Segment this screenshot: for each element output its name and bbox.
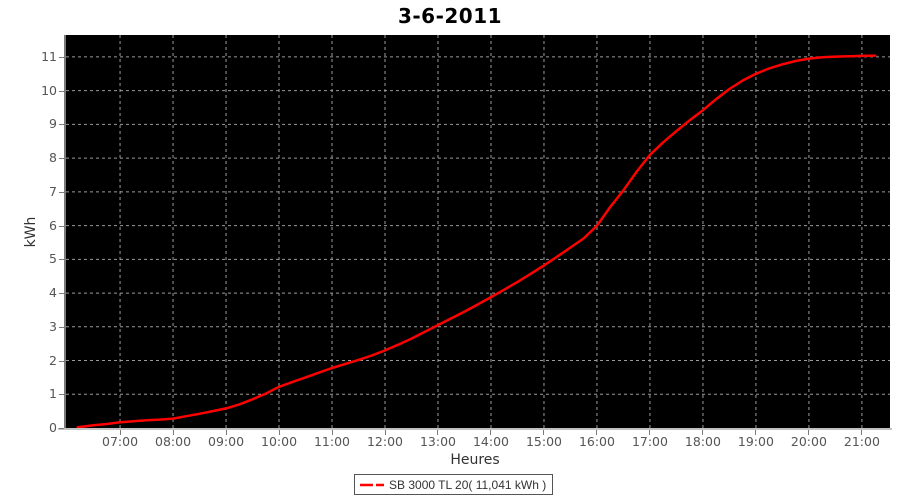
x-tick-label: 10:00: [261, 434, 298, 449]
x-tick-label: 11:00: [313, 434, 351, 449]
y-tick-mark: [59, 360, 64, 362]
x-tick-label: 14:00: [472, 434, 509, 449]
y-tick-label: 1: [49, 386, 57, 402]
y-tick-mark: [59, 191, 64, 193]
x-tick-label: 20:00: [790, 434, 827, 449]
x-axis-title: Heures: [450, 452, 500, 468]
y-tick-mark: [59, 225, 64, 227]
x-tick-mark: [861, 430, 863, 435]
x-tick-mark: [596, 430, 598, 435]
series-line: [76, 54, 877, 428]
y-tick-mark: [59, 326, 64, 328]
y-tick-label: 2: [49, 352, 57, 368]
y-axis-line: [64, 35, 66, 430]
x-tick-label: 08:00: [155, 434, 192, 449]
x-tick-label: 07:00: [102, 434, 139, 449]
x-tick-label: 13:00: [419, 434, 456, 449]
x-tick-mark: [437, 430, 439, 435]
legend-label: SB 3000 TL 20( 11,041 kWh ): [389, 477, 547, 492]
y-tick-mark: [59, 394, 64, 396]
x-tick-mark: [649, 430, 651, 435]
x-tick-label: 21:00: [843, 434, 880, 449]
y-tick-mark: [59, 259, 64, 261]
legend: SB 3000 TL 20( 11,041 kWh ): [354, 474, 554, 495]
x-tick-mark: [808, 430, 810, 435]
y-tick-mark: [59, 124, 64, 126]
x-tick-mark: [755, 430, 757, 435]
gridlines: [66, 35, 890, 428]
y-tick-label: 3: [49, 318, 57, 334]
y-tick-label: 10: [41, 82, 57, 98]
x-tick-mark: [543, 430, 545, 435]
y-tick-label: 11: [41, 48, 57, 64]
y-tick-label: 9: [49, 116, 57, 132]
x-tick-mark: [490, 430, 492, 435]
y-tick-mark: [59, 158, 64, 160]
y-tick-label: 7: [49, 183, 57, 199]
y-tick-label: 8: [49, 150, 57, 166]
x-axis-line: [58, 428, 892, 430]
x-tick-mark: [331, 430, 333, 435]
plot-svg: [66, 35, 890, 428]
x-tick-mark: [384, 430, 386, 435]
x-tick-mark: [702, 430, 704, 435]
x-tick-mark: [119, 430, 121, 435]
y-tick-mark: [59, 428, 64, 429]
y-tick-mark: [59, 90, 64, 92]
y-tick-label: 4: [49, 285, 57, 301]
y-tick-mark: [59, 293, 64, 295]
y-tick-label: 0: [49, 420, 57, 435]
legend-line-icon: [360, 483, 386, 486]
x-tick-label: 09:00: [208, 434, 245, 449]
x-tick-label: 16:00: [578, 434, 615, 449]
y-tick-label: 6: [49, 217, 57, 233]
x-tick-mark: [172, 430, 174, 435]
x-tick-label: 17:00: [631, 434, 668, 449]
y-tick-mark: [59, 56, 64, 58]
x-tick-label: 19:00: [737, 434, 774, 449]
x-tick-label: 15:00: [525, 434, 562, 449]
x-tick-label: 12:00: [366, 434, 404, 449]
plot-area: [66, 35, 890, 428]
x-tick-label: 18:00: [684, 434, 721, 449]
x-tick-mark: [225, 430, 227, 435]
chart-title: 3-6-2011: [397, 4, 503, 28]
y-tick-label: 5: [49, 251, 57, 267]
x-tick-mark: [278, 430, 280, 435]
